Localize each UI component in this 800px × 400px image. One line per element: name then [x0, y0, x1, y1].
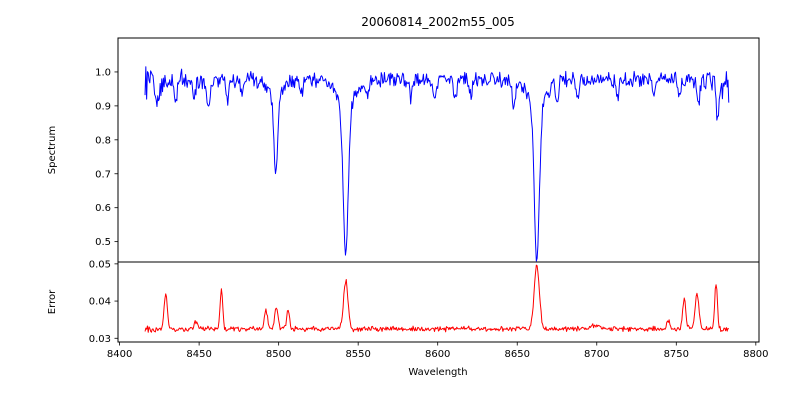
x-tick-label: 8450	[186, 349, 211, 360]
spectrum-y-tick-label: 0.5	[95, 237, 111, 248]
error-y-tick-label: 0.05	[89, 259, 111, 270]
spectrum-panel-border	[117, 37, 760, 263]
x-tick-label: 8750	[664, 349, 689, 360]
spectrum-y-tick-label: 0.7	[95, 169, 111, 180]
x-tick-label: 8600	[425, 349, 450, 360]
error-line	[144, 264, 730, 333]
spectrum-line	[144, 66, 730, 262]
plot-area: 0.5 0.6 0.7 0.8 0.9 1.0 0.03 0.04 0.05 8400 8450 85…	[89, 37, 769, 360]
x-tick-label: 8400	[107, 349, 132, 360]
error-y-tick-label: 0.04	[89, 297, 111, 308]
x-tick-label: 8650	[505, 349, 530, 360]
spectrum-y-tick-label: 1.0	[95, 67, 111, 78]
spectrum-y-tick-label: 0.6	[95, 203, 111, 214]
spectrum-y-tick-label: 0.8	[95, 135, 111, 146]
x-tick-label: 8700	[584, 349, 609, 360]
y-axis-label-error: Error	[47, 289, 58, 314]
x-axis-label: Wavelength	[408, 367, 467, 378]
x-tick-label: 8550	[345, 349, 370, 360]
chart-title: 20060814_2002m55_005	[361, 15, 514, 29]
x-tick-label: 8500	[266, 349, 291, 360]
spectrum-y-tick-label: 0.9	[95, 101, 111, 112]
x-tick-label: 8800	[743, 349, 768, 360]
error-y-tick-label: 0.03	[89, 334, 111, 345]
error-panel-border	[117, 261, 760, 343]
y-axis-label-spectrum: Spectrum	[47, 126, 58, 174]
